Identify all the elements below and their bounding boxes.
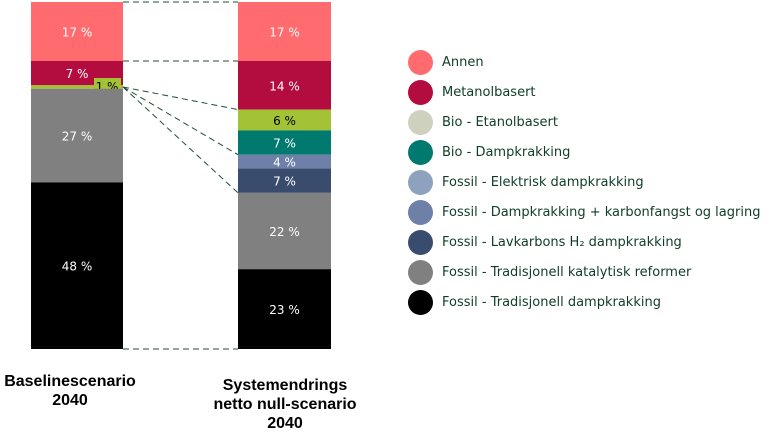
data-label: 7 % [273,137,296,151]
bar-segment [31,88,123,183]
category-label-netto-null: Systemendrings netto null-scenario 2040 [213,377,357,432]
legend-label: Bio - Dampkrakking [442,144,571,160]
legend: Annen Metanolbasert Bio - Etanolbasert Bio … [408,47,760,317]
legend-swatch [408,79,433,105]
legend-swatch [408,49,433,75]
legend-item: Fossil - Tradisjonell katalytisk reforme… [408,257,760,287]
legend-label: Bio - Etanolbasert [442,114,558,130]
bar-segment [238,130,331,155]
data-label: 6 % [273,114,296,128]
legend-item: Metanolbasert [408,77,760,107]
bar-segment [238,60,331,110]
legend-swatch [408,229,433,255]
data-label: 14 % [269,79,300,93]
data-label: 23 % [269,303,300,317]
legend-item: Annen [408,47,760,77]
legend-label: Fossil - Lavkarbons H₂ dampkrakking [442,234,682,250]
bar-segment [238,109,331,131]
data-label: 22 % [269,225,300,239]
legend-swatch [408,289,433,315]
bar-segment [31,2,123,61]
data-label: 48 % [62,260,93,274]
data-label: 27 % [62,130,93,144]
connector-line [122,86,239,111]
legend-swatch [408,169,433,195]
legend-item: Fossil - Elektrisk dampkrakking [408,167,760,197]
legend-item: Bio - Dampkrakking [408,137,760,167]
legend-swatch [408,109,433,135]
bar-segment [31,85,123,89]
bar-segment [238,192,331,270]
data-label: 17 % [62,25,93,39]
stacked-bar-chart: 17 %7 %1 %27 %48 %17 %14 %6 %7 %4 %7 %22… [31,1,331,350]
legend-item: Bio - Etanolbasert [408,107,760,137]
legend-item: Fossil - Dampkrakking + karbonfangst og … [408,197,760,227]
bar-segment [238,168,331,193]
connector-line [122,86,239,156]
bar-segment [238,2,331,61]
data-label: 7 % [66,67,89,81]
category-label-baseline: Baselinescenario 2040 [4,373,136,409]
data-label: 17 % [269,25,300,39]
legend-swatch [408,199,433,225]
legend-item: Fossil - Tradisjonell dampkrakking [408,287,760,317]
bar-segment [238,269,331,349]
legend-label: Annen [442,54,484,70]
bar-segment [31,182,123,349]
legend-label: Fossil - Tradisjonell katalytisk reforme… [442,264,692,280]
legend-swatch [408,139,433,165]
legend-swatch [408,259,433,285]
legend-label: Fossil - Tradisjonell dampkrakking [442,294,661,310]
data-label: 4 % [273,156,296,170]
connector-line [122,86,239,194]
data-label: 7 % [273,175,296,189]
legend-label: Metanolbasert [442,84,536,100]
legend-label: Fossil - Dampkrakking + karbonfangst og … [442,204,761,220]
bar-segment [238,154,331,169]
legend-label: Fossil - Elektrisk dampkrakking [442,174,644,190]
legend-item: Fossil - Lavkarbons H₂ dampkrakking [408,227,760,257]
